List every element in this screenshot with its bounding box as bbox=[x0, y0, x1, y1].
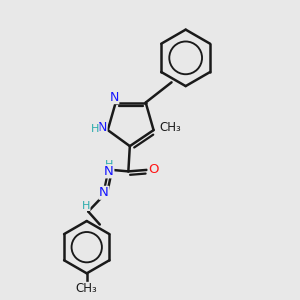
Text: H: H bbox=[91, 124, 99, 134]
Text: CH₃: CH₃ bbox=[159, 121, 181, 134]
Text: N: N bbox=[110, 91, 119, 104]
Text: N: N bbox=[98, 121, 107, 134]
Text: CH₃: CH₃ bbox=[76, 282, 98, 295]
Text: N: N bbox=[99, 186, 109, 199]
Text: H: H bbox=[82, 201, 90, 211]
Text: N: N bbox=[104, 165, 114, 178]
Text: O: O bbox=[148, 164, 159, 176]
Text: H: H bbox=[105, 160, 113, 170]
